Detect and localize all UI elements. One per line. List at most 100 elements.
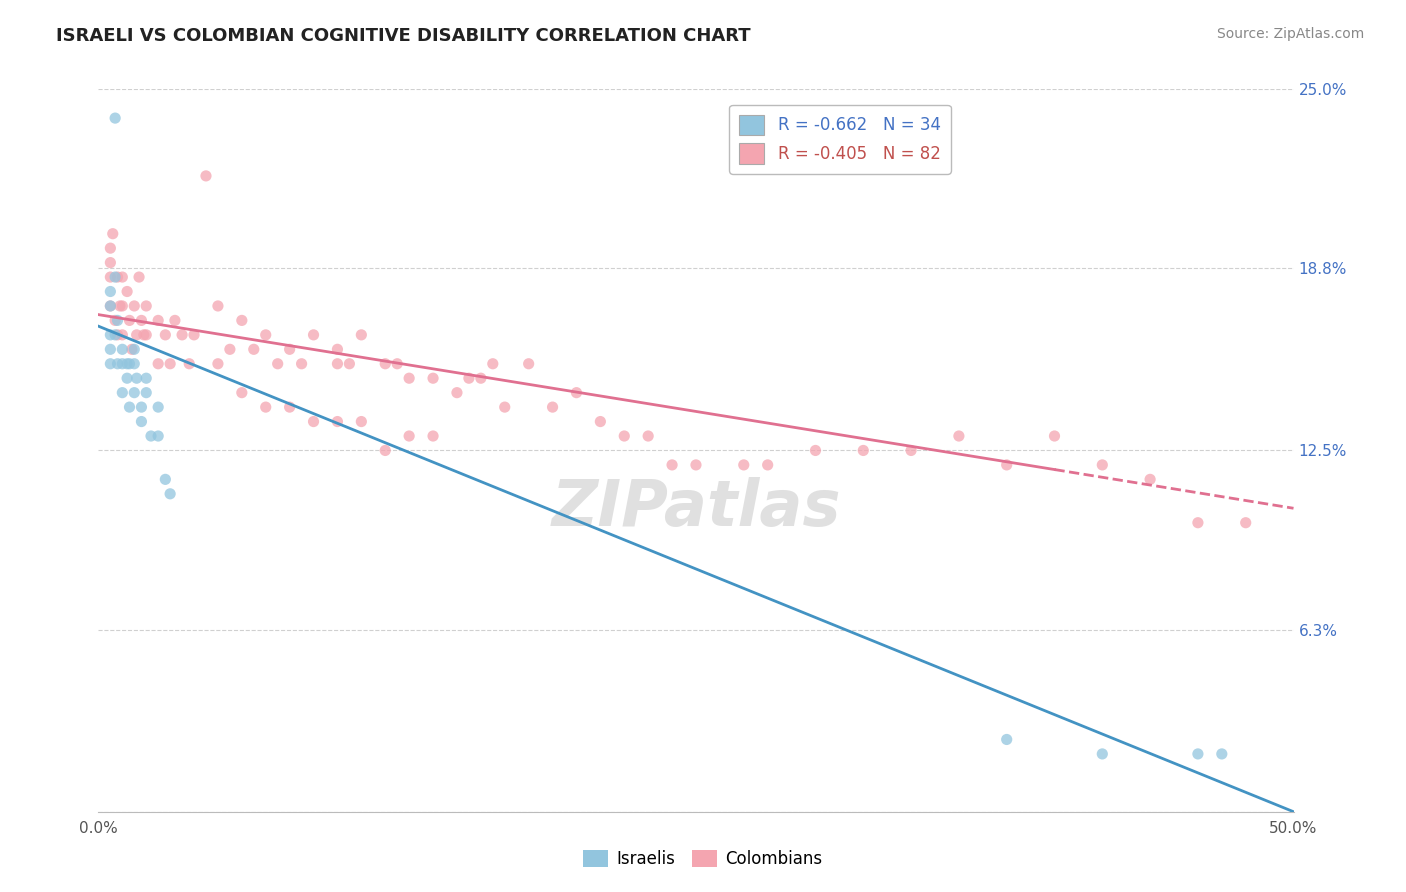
Point: [155, 472, 177, 486]
Point: [104, 111, 127, 125]
Point: [339, 357, 361, 371]
Point: [685, 458, 707, 472]
Point: [148, 313, 170, 327]
Point: [254, 400, 277, 414]
Point: [101, 227, 124, 241]
Point: [111, 385, 134, 400]
Point: [98, 270, 122, 285]
Point: [118, 357, 141, 371]
Point: [398, 429, 420, 443]
Point: [1234, 516, 1257, 530]
Point: [159, 487, 181, 501]
Point: [613, 429, 636, 443]
Point: [98, 255, 122, 269]
Legend: R = -0.662   N = 34, R = -0.405   N = 82: R = -0.662 N = 34, R = -0.405 N = 82: [730, 104, 950, 174]
Point: [422, 429, 444, 443]
Point: [470, 371, 492, 385]
Point: [172, 327, 194, 342]
Point: [326, 343, 349, 357]
Point: [254, 327, 277, 342]
Point: [1211, 747, 1233, 761]
Point: [124, 299, 146, 313]
Point: [385, 357, 409, 371]
Point: [541, 400, 564, 414]
Point: [148, 429, 170, 443]
Point: [125, 371, 148, 385]
Point: [995, 732, 1018, 747]
Point: [1187, 516, 1209, 530]
Point: [398, 371, 420, 385]
Point: [900, 443, 922, 458]
Point: [231, 313, 253, 327]
Point: [422, 371, 444, 385]
Point: [804, 443, 827, 458]
Point: [131, 415, 153, 429]
Point: [207, 299, 229, 313]
Point: [121, 343, 143, 357]
Point: [374, 443, 396, 458]
Point: [115, 285, 138, 299]
Point: [148, 400, 170, 414]
Point: [108, 299, 131, 313]
Point: [326, 415, 349, 429]
Point: [111, 270, 134, 285]
Point: [326, 357, 349, 371]
Point: [135, 327, 157, 342]
Point: [565, 385, 588, 400]
Point: [98, 299, 122, 313]
Point: [231, 385, 253, 400]
Point: [948, 429, 970, 443]
Point: [1187, 747, 1209, 761]
Text: Source: ZipAtlas.com: Source: ZipAtlas.com: [1216, 27, 1364, 41]
Point: [302, 415, 325, 429]
Point: [207, 357, 229, 371]
Point: [98, 285, 122, 299]
Point: [155, 327, 177, 342]
Point: [104, 327, 127, 342]
Point: [517, 357, 540, 371]
Point: [661, 458, 683, 472]
Point: [446, 385, 468, 400]
Point: [278, 400, 301, 414]
Point: [637, 429, 659, 443]
Point: [302, 327, 325, 342]
Point: [350, 415, 373, 429]
Point: [124, 385, 146, 400]
Point: [458, 371, 481, 385]
Point: [125, 327, 148, 342]
Point: [350, 327, 373, 342]
Text: ZIPatlas: ZIPatlas: [551, 477, 841, 540]
Point: [104, 313, 127, 327]
Point: [219, 343, 242, 357]
Point: [124, 357, 146, 371]
Point: [98, 343, 122, 357]
Point: [291, 357, 314, 371]
Point: [995, 458, 1018, 472]
Point: [107, 357, 129, 371]
Point: [163, 313, 186, 327]
Point: [98, 299, 122, 313]
Point: [111, 343, 134, 357]
Point: [481, 357, 505, 371]
Point: [135, 385, 157, 400]
Point: [124, 343, 146, 357]
Point: [111, 299, 134, 313]
Point: [148, 357, 170, 371]
Point: [115, 357, 138, 371]
Point: [118, 400, 141, 414]
Point: [98, 241, 122, 255]
Point: [159, 357, 181, 371]
Point: [756, 458, 779, 472]
Point: [179, 357, 201, 371]
Point: [494, 400, 516, 414]
Point: [267, 357, 290, 371]
Point: [374, 357, 396, 371]
Point: [733, 458, 755, 472]
Legend: Israelis, Colombians: Israelis, Colombians: [576, 843, 830, 875]
Point: [115, 371, 138, 385]
Point: [1091, 458, 1114, 472]
Point: [131, 313, 153, 327]
Point: [183, 327, 205, 342]
Point: [107, 270, 129, 285]
Point: [128, 270, 150, 285]
